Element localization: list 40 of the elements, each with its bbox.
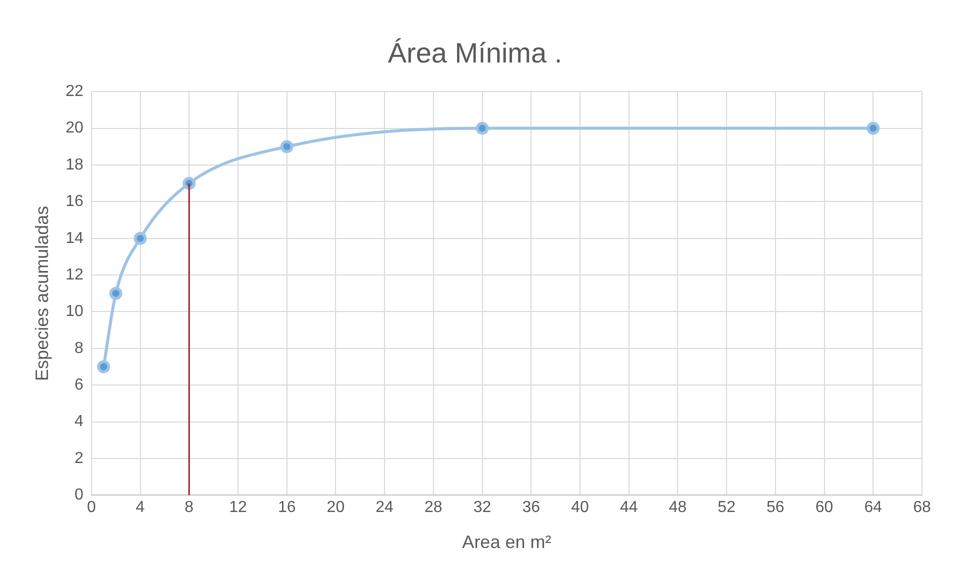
y-axis-title: Especies acumuladas <box>32 206 52 381</box>
point <box>866 122 880 135</box>
y-tick-label: 6 <box>74 376 84 394</box>
x-tick-label: 68 <box>913 499 931 516</box>
x-tick-label: 12 <box>229 499 247 516</box>
point <box>476 122 489 135</box>
point <box>97 360 110 374</box>
x-tick-label: 64 <box>864 499 882 516</box>
x-tick-label: 52 <box>718 499 736 516</box>
x-tick-label: 16 <box>278 499 296 516</box>
x-tick-label: 56 <box>766 499 784 516</box>
y-tick-label: 2 <box>74 450 84 467</box>
y-tick-label: 22 <box>66 83 84 100</box>
x-tick-label: 40 <box>571 499 589 516</box>
y-tick-label: 20 <box>66 120 84 137</box>
x-tick-label: 32 <box>473 499 492 516</box>
x-tick-label: 36 <box>522 499 540 516</box>
x-tick-label: 44 <box>620 499 638 516</box>
y-tick-label: 8 <box>74 340 84 357</box>
x-axis-title: Area en m² <box>462 532 552 552</box>
y-tick-label: 0 <box>74 486 84 504</box>
y-tick-label: 14 <box>66 230 84 247</box>
x-tick-label: 60 <box>815 499 834 516</box>
y-tick-label: 18 <box>66 156 84 174</box>
x-tick-label: 8 <box>184 499 194 516</box>
point <box>182 176 196 190</box>
x-tick-label: 24 <box>376 499 394 516</box>
x-tick-label: 4 <box>136 499 145 516</box>
x-tick-label: 0 <box>86 499 96 516</box>
y-tick-label: 4 <box>74 413 84 430</box>
y-tick-label: 16 <box>66 193 84 210</box>
point <box>280 140 294 154</box>
point <box>109 286 122 300</box>
x-tick-label: 20 <box>326 499 345 516</box>
y-tick-label: 12 <box>66 266 84 284</box>
x-tick-label: 28 <box>424 499 442 516</box>
point <box>134 232 147 245</box>
x-tick-label: 48 <box>668 499 687 516</box>
chart-title: Área Mínima . <box>388 38 562 69</box>
y-tick-label: 10 <box>66 303 84 320</box>
